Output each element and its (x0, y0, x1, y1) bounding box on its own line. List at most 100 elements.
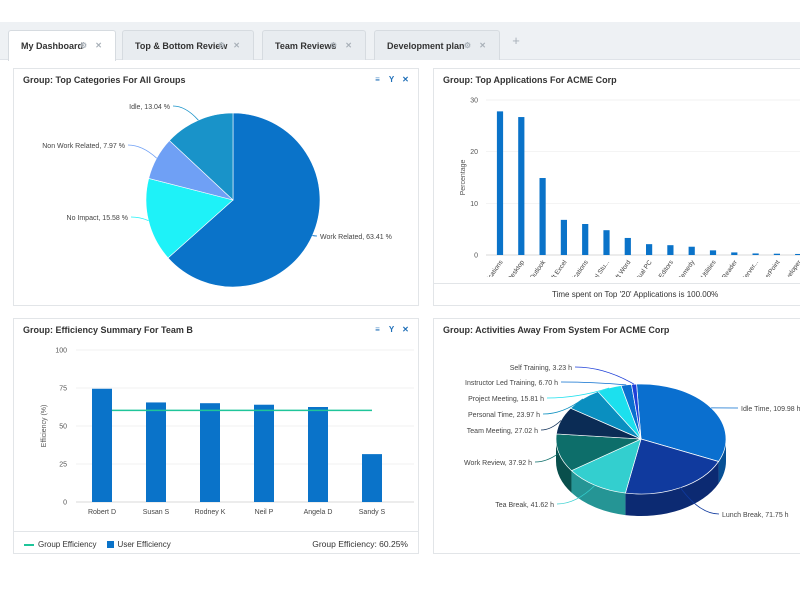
group-efficiency-legend-label[interactable]: Group Efficiency (38, 540, 97, 549)
pie-data-label: Idle, 13.04 % (129, 104, 170, 111)
bar-remote-desktop (518, 117, 525, 255)
y-axis-label: Percentage (460, 159, 467, 195)
bar-adobe-reader (731, 252, 738, 255)
bar-text-editors (667, 245, 674, 255)
group-efficiency-value: Group Efficiency: 60.25% (312, 539, 408, 549)
tab-my-dashboard[interactable]: My Dashboard ⚙ ✕ (8, 30, 116, 61)
bar-rodney-k (200, 403, 220, 502)
y-tick-label: 25 (59, 462, 67, 469)
pie-data-label: Non Work Related, 7.97 % (42, 143, 125, 150)
pie-data-label: Lunch Break, 71.75 h (722, 512, 789, 519)
pie-data-label: Tea Break, 41.62 h (495, 502, 554, 509)
close-icon[interactable]: ✕ (402, 75, 409, 84)
y-tick-label: 50 (59, 424, 67, 431)
bar-outlook (539, 178, 546, 255)
bar-other-applications (496, 111, 504, 255)
tab-settings-close-icons[interactable]: ⚙ ✕ (463, 41, 489, 50)
pie-data-label: No Impact, 15.58 % (67, 215, 128, 222)
panel-title: Group: Top Applications For ACME Corp (443, 75, 617, 85)
pie-label-connector (542, 398, 584, 415)
tab-label: Team Reviews (275, 40, 337, 51)
panel-activities-away: Group: Activities Away From System For A… (433, 318, 800, 554)
y-tick-label: 0 (474, 253, 478, 260)
pie-label-connector (540, 420, 562, 431)
panel-title: Group: Activities Away From System For A… (443, 325, 670, 335)
panel-top-categories: Group: Top Categories For All Groups ≡ Y… (13, 68, 419, 306)
user-efficiency-legend-label[interactable]: User Efficiency (117, 540, 171, 549)
bar-system-utilities (709, 250, 717, 255)
menu-icon[interactable]: ≡ (375, 75, 380, 84)
bar-angela-d (308, 407, 328, 502)
panel-title: Group: Top Categories For All Groups (23, 75, 186, 85)
pie-label-connector (556, 484, 596, 505)
pie-slice-no-impact (145, 178, 234, 259)
bar-microsoft-excel (560, 219, 567, 255)
y-tick-label: 20 (470, 149, 478, 156)
bar-microsoft-sql-server (752, 253, 759, 255)
y-tick-label: 100 (55, 348, 67, 355)
pie-label-connector (534, 452, 560, 463)
y-tick-label: 30 (470, 98, 478, 105)
panel-top-applications: Group: Top Applications For ACME Corp 0 1… (433, 68, 800, 306)
x-tick-label: Susan S (143, 509, 170, 516)
pie-label-connector (127, 144, 157, 159)
tab-top-bottom-review[interactable]: Top & Bottom Review ⚙ ✕ (122, 30, 254, 60)
tab-label: My Dashboard (21, 41, 84, 51)
panel-tools: ≡ Y ✕ (373, 325, 410, 334)
pie-side-lunch-break (625, 461, 719, 516)
group-efficiency-legend-swatch (24, 543, 34, 546)
bar-microsoft-word (624, 237, 631, 255)
pie-label-connector (680, 487, 720, 515)
pie-data-label: Project Meeting, 15.81 h (468, 396, 544, 403)
bar-oracle-sql-developer (795, 253, 800, 255)
tab-team-reviews[interactable]: Team Reviews ⚙ ✕ (262, 30, 366, 60)
bar-microsoft-visual-stu (603, 230, 610, 255)
pie-slice-lunch-break (624, 438, 720, 495)
pie-label-connector (560, 381, 627, 386)
y-axis-label: Efficiency (%) (41, 405, 48, 448)
tab-settings-close-icons[interactable]: ⚙ ✕ (79, 41, 105, 50)
x-tick-label: Rodney K (195, 509, 226, 516)
pie-data-label: Team Meeting, 27.02 h (467, 428, 538, 435)
pie-slice-work-related (167, 112, 321, 288)
panel-tools: ≡ Y ✕ (373, 75, 410, 84)
x-tick-label: Angela D (304, 509, 333, 516)
bar-microsoft-powerpoint (773, 253, 780, 255)
pie-data-label: Personal Time, 23.97 h (468, 412, 540, 419)
y-tick-label: 0 (63, 500, 67, 507)
y-tick-label: 75 (59, 386, 67, 393)
add-tab-button[interactable]: + (512, 33, 520, 48)
bar-sandy-s (362, 454, 382, 502)
x-tick-label: Outlook (529, 259, 548, 277)
y-tick-label: 10 (470, 201, 478, 208)
filter-icon[interactable]: Y (388, 75, 395, 84)
pie-data-label: Work Related, 63.41 % (320, 234, 392, 241)
pie-data-label: Instructor Led Training, 6.70 h (465, 380, 558, 387)
panel-title: Group: Efficiency Summary For Team B (23, 325, 193, 335)
efficiency-legend: Group Efficiency User Efficiency (24, 540, 171, 549)
tab-development-plan[interactable]: Development plan ⚙ ✕ (374, 30, 500, 60)
pie-data-label: Idle Time, 109.98 h (741, 406, 800, 413)
bar-robert-d (92, 388, 112, 502)
tab-settings-close-icons[interactable]: ⚙ ✕ (329, 41, 355, 50)
x-tick-label: Neil P (255, 509, 274, 516)
tab-settings-close-icons[interactable]: ⚙ ✕ (217, 41, 243, 50)
pie-label-connector (574, 366, 635, 385)
x-tick-label: Sandy S (359, 509, 386, 516)
menu-icon[interactable]: ≡ (375, 325, 380, 334)
top-applications-footer: Time spent on Top '20' Applications is 1… (552, 290, 719, 299)
pie-slice-idle-time (636, 383, 727, 462)
pie-side-idle-time (718, 439, 726, 484)
panel-footer-divider (434, 283, 800, 284)
pie-slice-tea-break (570, 438, 642, 494)
pie-data-label: Work Review, 37.92 h (464, 460, 532, 467)
user-efficiency-legend-swatch (106, 541, 114, 548)
bar-susan-s (146, 402, 166, 502)
tab-label: Top & Bottom Review (135, 40, 228, 51)
pie-side-work-review (556, 439, 572, 493)
close-icon[interactable]: ✕ (402, 325, 409, 334)
panel-efficiency-summary: Group: Efficiency Summary For Team B ≡ Y… (13, 318, 419, 554)
x-tick-label: Other Applications (469, 259, 505, 277)
efficiency-bar-chart: 0 25 50 75 100 Efficiency (%) Robert D Susan S R… (41, 348, 414, 516)
filter-icon[interactable]: Y (388, 325, 395, 334)
